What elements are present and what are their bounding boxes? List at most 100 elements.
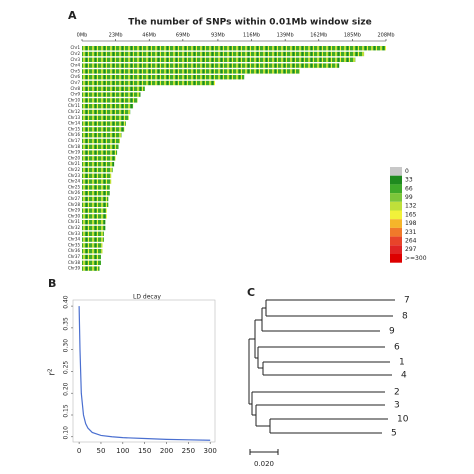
chromosome-bar bbox=[82, 231, 104, 236]
leaf-label: 5 bbox=[391, 429, 397, 439]
category-label: Chr35 bbox=[68, 242, 81, 247]
y-tick-label: 0.35 bbox=[63, 317, 70, 331]
chromosome-bar bbox=[82, 208, 107, 213]
category-label: Chr38 bbox=[68, 260, 81, 265]
chromosome-bar bbox=[82, 214, 107, 219]
category-label: Chr1 bbox=[70, 45, 80, 50]
category-label: Chr20 bbox=[68, 155, 81, 160]
chromosome-bar bbox=[82, 260, 101, 265]
y-tick-label: 0.40 bbox=[63, 295, 70, 309]
chromosome-bar bbox=[82, 104, 134, 109]
y-axis-label: r² bbox=[48, 368, 58, 376]
legend-label: >=300 bbox=[405, 255, 427, 262]
chromosome-bar bbox=[82, 179, 112, 184]
category-label: Chr33 bbox=[68, 231, 81, 236]
legend-label: 165 bbox=[405, 211, 417, 218]
y-tick-label: 0.30 bbox=[63, 339, 70, 353]
chromosome-bar bbox=[82, 167, 113, 173]
chromosome-bar bbox=[82, 144, 119, 149]
chromosome-bar bbox=[82, 202, 109, 207]
chromosome-bar bbox=[82, 98, 138, 103]
chromosome-bar bbox=[82, 80, 215, 86]
chromosome-bar bbox=[82, 237, 104, 242]
chromosome-bar bbox=[82, 266, 100, 271]
category-label: Chr22 bbox=[68, 167, 81, 172]
category-label: Chr39 bbox=[68, 266, 81, 271]
x-tick-label: 250 bbox=[182, 447, 195, 455]
chromosome-bar bbox=[82, 191, 110, 196]
category-label: Chr36 bbox=[68, 248, 81, 253]
leaf-label: 1 bbox=[399, 358, 405, 368]
chromosome-bar bbox=[82, 115, 129, 120]
legend-label: 0 bbox=[405, 168, 409, 175]
chromosome-bar bbox=[82, 75, 245, 80]
leaf-label: 8 bbox=[402, 312, 408, 322]
category-label: Chr16 bbox=[68, 132, 81, 137]
chromosome-bar bbox=[82, 86, 145, 91]
legend-label: 99 bbox=[405, 194, 413, 201]
leaf-label: 3 bbox=[394, 401, 400, 411]
x-tick-label: 208Mb bbox=[377, 33, 394, 39]
leaf-label: 2 bbox=[394, 388, 400, 398]
category-label: Chr18 bbox=[68, 144, 81, 149]
x-tick-label: 116Mb bbox=[243, 33, 260, 39]
category-label: Chr17 bbox=[68, 138, 81, 143]
chromosome-bar bbox=[82, 138, 120, 144]
category-label: Chr31 bbox=[68, 219, 81, 224]
x-tick-label: 200 bbox=[160, 447, 173, 455]
chromosome-bar bbox=[82, 243, 103, 248]
scale-label: 0.020 bbox=[254, 460, 274, 468]
x-tick-label: 139Mb bbox=[277, 33, 294, 39]
y-tick-label: 0.15 bbox=[63, 404, 70, 418]
panel-label: B bbox=[48, 277, 56, 290]
category-label: Chr4 bbox=[70, 63, 80, 68]
legend-label: 33 bbox=[405, 177, 413, 184]
leaf-label: 7 bbox=[404, 296, 410, 306]
chromosome-bar bbox=[82, 254, 101, 260]
category-label: Chr12 bbox=[68, 109, 81, 114]
leaf-label: 4 bbox=[401, 371, 407, 381]
leaf-label: 9 bbox=[389, 327, 395, 337]
chromosome-bar bbox=[82, 162, 115, 167]
x-tick-label: 162Mb bbox=[310, 33, 327, 39]
legend-swatch bbox=[390, 236, 402, 246]
legend-label: 297 bbox=[405, 246, 417, 253]
dendrogram bbox=[248, 299, 395, 455]
chromosome-bar bbox=[82, 46, 386, 51]
chromosome-bar bbox=[82, 109, 131, 115]
chromosome-bar bbox=[82, 185, 110, 190]
chromosome-bar bbox=[82, 196, 109, 202]
category-label: Chr37 bbox=[68, 254, 81, 259]
category-label: Chr8 bbox=[70, 86, 80, 91]
chromosome-bar bbox=[82, 51, 365, 57]
chromosome-bar bbox=[82, 127, 125, 132]
x-tick-label: 0Mb bbox=[77, 33, 88, 39]
chromosome-bar bbox=[82, 150, 118, 155]
chromosome-bar bbox=[82, 63, 340, 68]
category-label: Chr11 bbox=[68, 103, 81, 108]
legend-label: 264 bbox=[405, 238, 417, 245]
chromosome-bar bbox=[82, 173, 112, 178]
chromosome-bar bbox=[82, 69, 300, 74]
chart-title: LD decay bbox=[133, 294, 161, 301]
x-tick-label: 50 bbox=[97, 447, 106, 455]
legend-swatch bbox=[390, 201, 402, 211]
chromosome-bar bbox=[82, 92, 141, 97]
plot-area bbox=[72, 299, 216, 443]
legend-swatch bbox=[390, 245, 402, 254]
category-label: Chr28 bbox=[68, 202, 81, 207]
category-label: Chr23 bbox=[68, 173, 81, 178]
x-tick-label: 46Mb bbox=[142, 33, 156, 39]
chromosome-bar bbox=[82, 220, 106, 225]
y-tick-label: 0.20 bbox=[63, 382, 70, 396]
category-label: Chr24 bbox=[68, 179, 81, 184]
x-tick-label: 100 bbox=[116, 447, 129, 455]
legend-label: 132 bbox=[405, 203, 417, 210]
legend-swatch bbox=[390, 219, 402, 228]
legend-label: 231 bbox=[405, 229, 417, 236]
y-tick-label: 0.10 bbox=[63, 426, 70, 440]
category-label: Chr29 bbox=[68, 208, 81, 213]
x-tick-label: 185Mb bbox=[344, 33, 361, 39]
x-tick-label: 150 bbox=[138, 447, 151, 455]
